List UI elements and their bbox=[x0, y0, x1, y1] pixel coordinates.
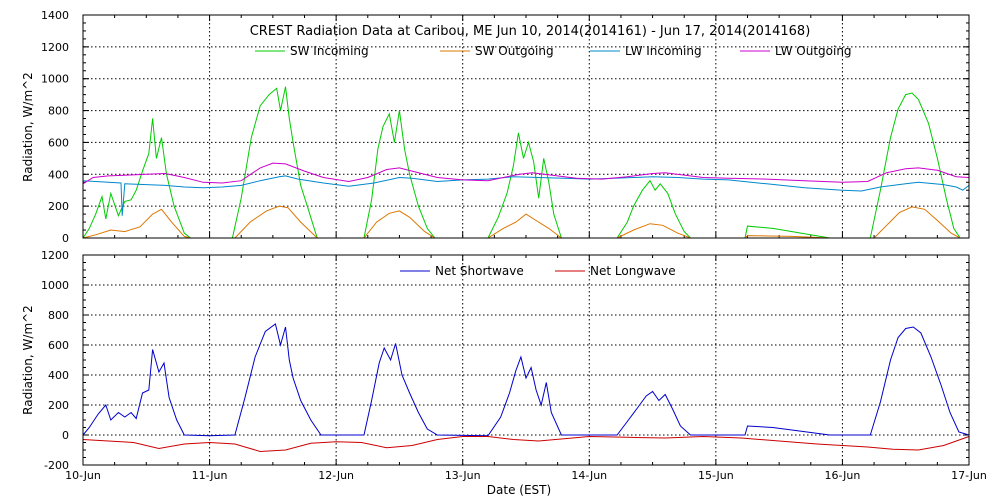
bottom-panel-grid bbox=[83, 255, 969, 465]
sw-incoming-series-line bbox=[82, 86, 969, 239]
y-tick-label: 0 bbox=[62, 429, 69, 442]
net-longwave-series-line bbox=[82, 435, 970, 453]
bottom-panel-y-ticks: -200 0 200 400 600 800 1000 1200 bbox=[41, 249, 970, 472]
y-tick-label: 600 bbox=[48, 136, 69, 149]
chart-title: CREST Radiation Data at Caribou, ME Jun … bbox=[250, 24, 811, 39]
lw-incoming-legend-label: LW Incoming bbox=[625, 44, 702, 58]
sw-incoming-legend-label: SW Incoming bbox=[290, 44, 369, 58]
y-tick-label: 200 bbox=[48, 399, 69, 412]
sw-outgoing-series-line bbox=[82, 205, 969, 239]
bottom-panel-series bbox=[82, 323, 970, 453]
y-tick-label: 400 bbox=[48, 168, 69, 181]
x-tick-label: 11-Jun bbox=[192, 469, 228, 482]
bottom-panel-frame bbox=[82, 254, 970, 466]
top-panel-legend: SW Incoming SW Outgoing LW Incoming LW Outg… bbox=[255, 44, 852, 58]
x-tick-label: 13-Jun bbox=[445, 469, 481, 482]
net-longwave-legend-label: Net Longwave bbox=[590, 264, 676, 278]
y-tick-label: 1200 bbox=[41, 249, 69, 262]
x-axis-label: Date (EST) bbox=[487, 483, 551, 497]
top-panel-grid bbox=[83, 15, 969, 238]
sw-outgoing-legend-label: SW Outgoing bbox=[475, 44, 554, 58]
net-shortwave-series-line bbox=[82, 323, 970, 437]
top-panel-y-axis-label: Radiation, W/m^2 bbox=[21, 72, 35, 182]
y-tick-label: 1400 bbox=[41, 9, 69, 22]
top-panel-frame bbox=[82, 14, 970, 239]
x-tick-label: 17-Jun bbox=[951, 469, 987, 482]
bottom-panel-legend: Net Shortwave Net Longwave bbox=[400, 264, 676, 278]
lw-outgoing-series-line bbox=[82, 162, 970, 185]
x-tick-label: 12-Jun bbox=[318, 469, 354, 482]
top-panel-y-ticks: 0 200 400 600 800 1000 1200 1400 bbox=[41, 9, 970, 245]
x-axis-ticks: 10-Jun 11-Jun 12-Jun 13-Jun 14-Jun 15-Jun 16-J… bbox=[65, 469, 987, 482]
x-tick-label: 10-Jun bbox=[65, 469, 101, 482]
net-shortwave-legend-label: Net Shortwave bbox=[435, 264, 524, 278]
y-tick-label: 1000 bbox=[41, 73, 69, 86]
top-panel-series bbox=[82, 86, 970, 239]
y-tick-label: -200 bbox=[44, 459, 69, 472]
x-tick-label: 15-Jun bbox=[698, 469, 734, 482]
bottom-panel-y-axis-label: Radiation, W/m^2 bbox=[21, 305, 35, 415]
x-tick-label: 14-Jun bbox=[571, 469, 607, 482]
y-tick-label: 1000 bbox=[41, 279, 69, 292]
y-tick-label: 1200 bbox=[41, 41, 69, 54]
y-tick-label: 800 bbox=[48, 309, 69, 322]
lw-outgoing-legend-label: LW Outgoing bbox=[775, 44, 852, 58]
y-tick-label: 200 bbox=[48, 200, 69, 213]
y-tick-label: 800 bbox=[48, 105, 69, 118]
y-tick-label: 600 bbox=[48, 339, 69, 352]
x-tick-label: 16-Jun bbox=[825, 469, 861, 482]
y-tick-label: 400 bbox=[48, 369, 69, 382]
y-tick-label: 0 bbox=[62, 232, 69, 245]
